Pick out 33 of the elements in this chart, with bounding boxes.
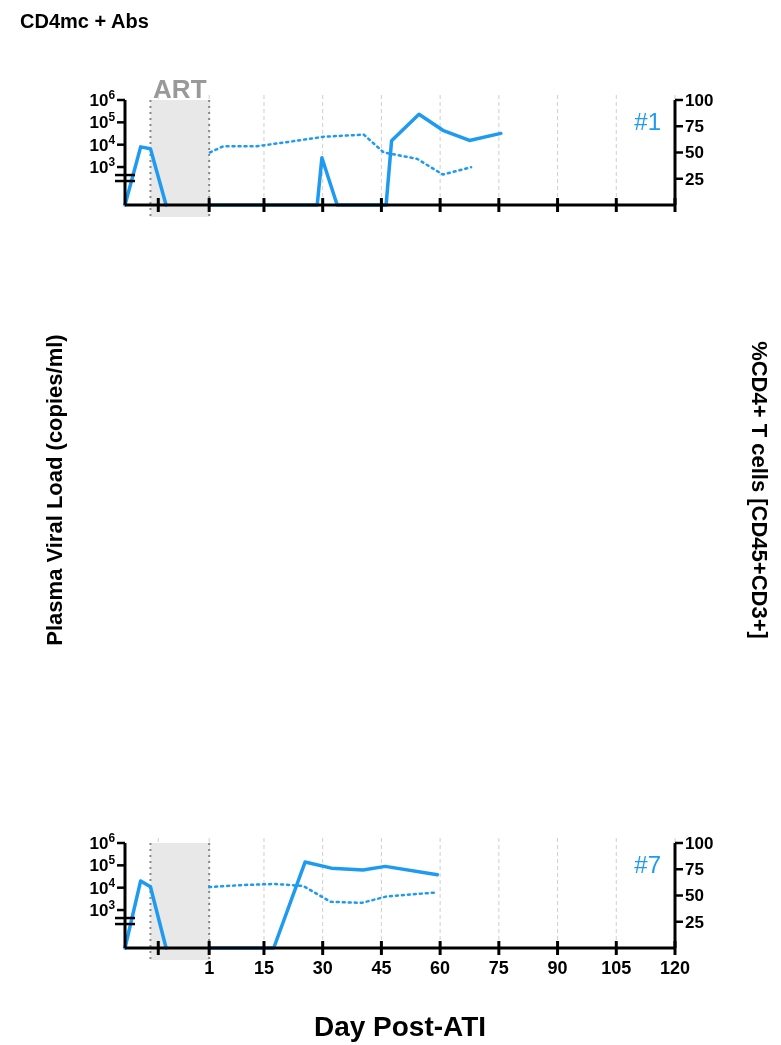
x-tick-label: 1: [204, 958, 215, 978]
y2-tick-label: 25: [685, 169, 704, 189]
y-axis-title: Plasma Viral Load (copies/ml): [42, 334, 67, 646]
x-tick-label: 15: [253, 958, 274, 978]
y-tick-label: 10$^{6}$: [89, 87, 116, 110]
x-tick-label: 90: [547, 958, 568, 978]
x-tick-label: 120: [659, 958, 691, 978]
band-label: ART: [153, 74, 207, 104]
y-tick-label: 10$^{5}$: [89, 853, 116, 876]
x-tick-label: 105: [601, 958, 632, 978]
x-axis-title: Day Post-ATI: [313, 1011, 487, 1042]
x-tick-label: 75: [488, 958, 509, 978]
y-tick-label: 10$^{5}$: [89, 110, 116, 133]
y-tick-label: 10$^{6}$: [89, 830, 116, 853]
y-tick-label: 10$^{4}$: [89, 875, 116, 898]
y2-tick-label: 50: [685, 143, 704, 163]
line-series: [208, 133, 473, 176]
y2-tick-label: 75: [685, 117, 704, 137]
y-tick-label: 10$^{3}$: [89, 154, 116, 177]
x-tick-label: 60: [430, 958, 451, 978]
y2-tick-label: 75: [685, 860, 704, 880]
annotation: #1: [634, 108, 661, 135]
annotation: #7: [634, 851, 661, 878]
y2-tick-label: 25: [685, 912, 704, 932]
y2-axis-title: %CD4+ T cells [CD45+CD3+]: [747, 341, 772, 639]
y2-tick-label: 100: [685, 90, 714, 110]
y2-tick-label: 100: [685, 833, 714, 853]
y-tick-label: 10$^{4}$: [89, 132, 116, 155]
x-tick-label: 45: [371, 958, 392, 978]
y2-tick-label: 50: [685, 886, 704, 906]
chart-title: CD4mc + Abs: [20, 10, 149, 32]
x-tick-label: 30: [312, 958, 333, 978]
y-tick-label: 10$^{3}$: [89, 897, 116, 920]
